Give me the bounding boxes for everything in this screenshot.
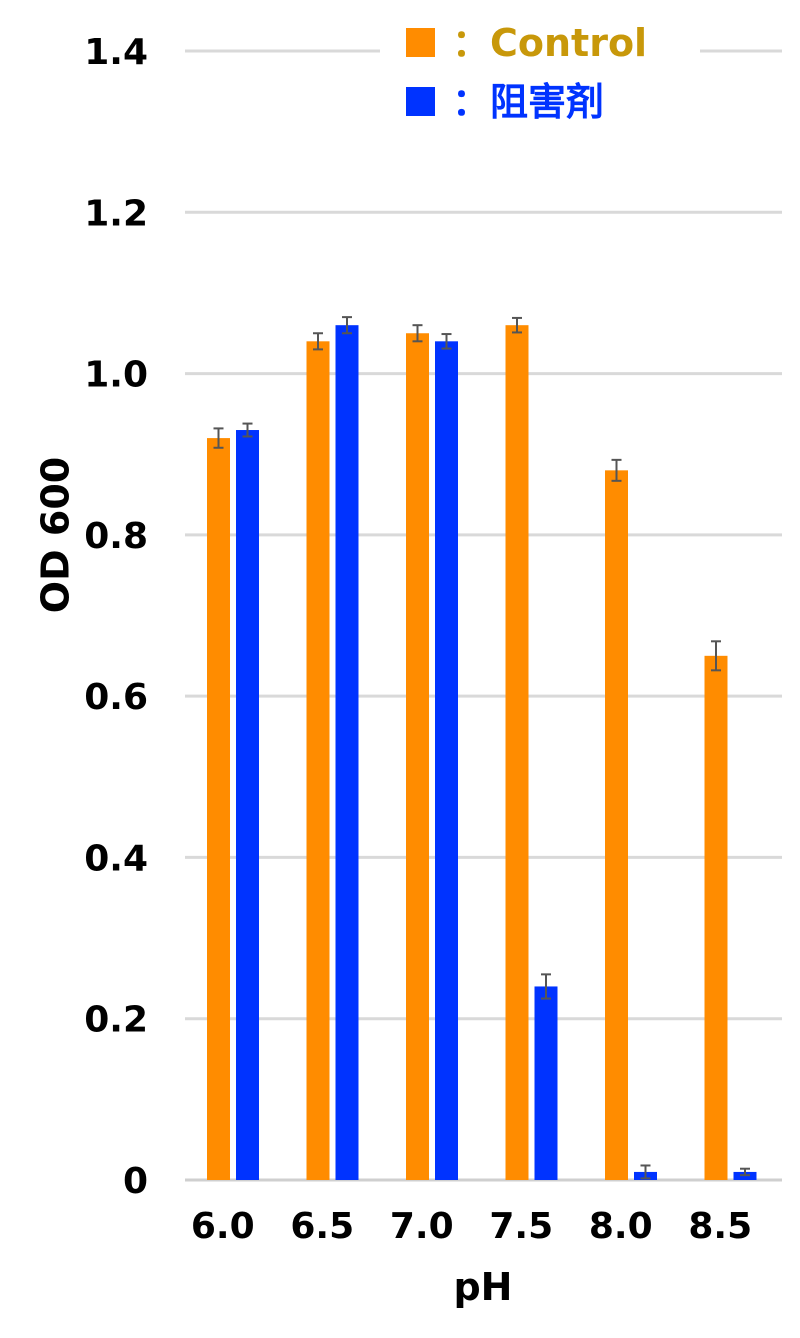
y-tick-label: 1.2	[84, 193, 148, 234]
legend-swatch	[406, 28, 435, 57]
bar-inhibitor-7.5	[534, 986, 558, 1180]
y-tick-label: 0.4	[84, 838, 148, 879]
x-tick-label: 6.0	[191, 1206, 255, 1247]
x-tick-label: 6.5	[290, 1206, 354, 1247]
y-tick-label: 0.8	[84, 516, 148, 557]
gridlines	[185, 49, 782, 1182]
bar-inhibitor-7.0	[435, 341, 458, 1180]
legend: ：Control ：阻害剤	[406, 21, 647, 124]
legend-label: ：Control	[452, 21, 647, 65]
bar-inhibitor-6.0	[236, 430, 259, 1180]
y-axis-label: OD 600	[34, 457, 78, 613]
bar-control-6.5	[306, 341, 330, 1180]
legend-label: ：阻害剤	[452, 80, 604, 124]
x-tick-label: 8.5	[688, 1206, 752, 1247]
bar-inhibitor-6.5	[335, 325, 359, 1181]
x-tick-label: 8.0	[589, 1206, 653, 1247]
y-axis-tick-labels: 0 0.2 0.4 0.6 0.8 1.0 1.2 1.4	[84, 32, 148, 1202]
y-tick-label: 1.0	[84, 355, 148, 396]
x-axis-label: pH	[453, 1265, 512, 1309]
y-tick-label: 0.2	[84, 1000, 148, 1041]
x-tick-label: 7.0	[390, 1206, 454, 1247]
bar-control-7.0	[406, 333, 429, 1180]
bar-control-7.5	[505, 325, 529, 1181]
x-axis-tick-labels: 6.0 6.5 7.0 7.5 8.0 8.5	[191, 1206, 752, 1247]
y-tick-label: 0.6	[84, 677, 148, 718]
legend-swatch	[406, 87, 435, 116]
bar-control-6.0	[207, 438, 230, 1181]
bar-control-8.0	[605, 470, 628, 1180]
bars	[207, 316, 757, 1181]
bar-control-8.5	[704, 655, 728, 1180]
x-tick-label: 7.5	[489, 1206, 553, 1247]
y-tick-label: 1.4	[84, 32, 148, 73]
y-tick-label: 0	[123, 1161, 148, 1202]
